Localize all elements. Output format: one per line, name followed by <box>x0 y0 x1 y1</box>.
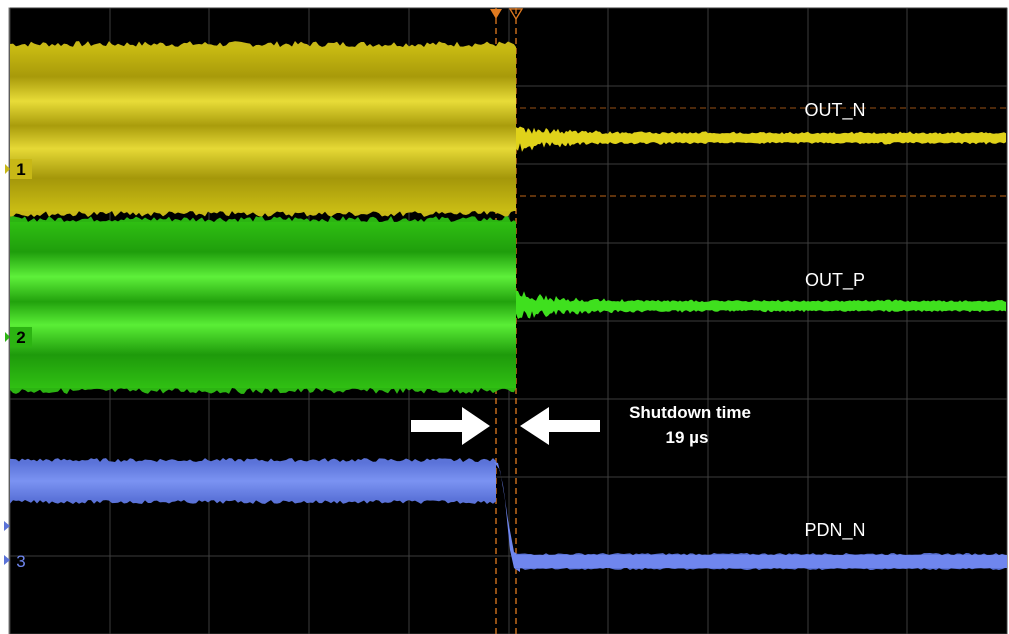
trace-out-n <box>10 41 1006 217</box>
left-arrow-icon <box>520 407 600 445</box>
cursor-b-marker <box>508 8 524 21</box>
channel-marker-1-label: 1 <box>16 160 25 179</box>
channel-marker-3-label: 3 <box>16 552 25 571</box>
trace-pdn-n-fall <box>494 462 520 572</box>
cursor-a-marker <box>490 9 502 19</box>
shutdown-arrows <box>411 407 600 445</box>
trace-label-pdn-n: PDN_N <box>804 520 865 541</box>
annotation-title: Shutdown time <box>629 403 751 422</box>
trace-label-out-p: OUT_P <box>805 270 865 291</box>
channel-marker-2: 2 <box>5 327 32 347</box>
trace-out-p <box>10 216 1006 394</box>
trace-pdn-n-high <box>10 462 496 500</box>
channel-marker-3: 3 <box>4 521 26 571</box>
trace-pdn-n <box>10 458 1007 572</box>
annotation-value: 19 µs <box>666 428 709 447</box>
right-arrow-icon <box>411 407 490 445</box>
channel-marker-2-label: 2 <box>16 328 25 347</box>
trace-out-n-settled <box>516 126 1006 152</box>
trace-out-n-band <box>10 47 516 211</box>
channel-markers: 1 2 3 <box>4 159 32 571</box>
trace-out-p-settled <box>516 290 1006 319</box>
trace-pdn-n-low <box>514 555 1007 568</box>
trace-label-out-n: OUT_N <box>804 100 865 121</box>
channel-marker-1: 1 <box>5 159 32 179</box>
trace-out-p-band <box>10 222 516 388</box>
